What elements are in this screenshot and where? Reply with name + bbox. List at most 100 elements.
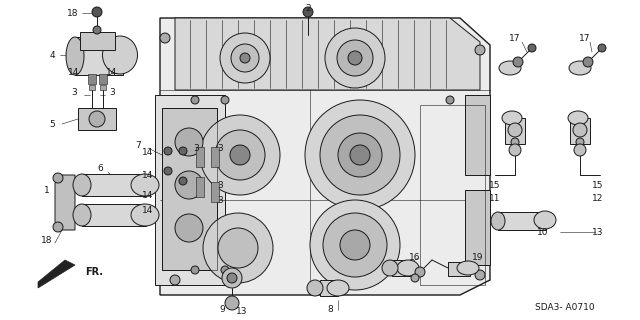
Ellipse shape	[457, 261, 479, 275]
Text: 14: 14	[142, 205, 154, 214]
Circle shape	[576, 138, 584, 146]
Circle shape	[508, 123, 522, 137]
Circle shape	[475, 270, 485, 280]
Circle shape	[179, 177, 187, 185]
Bar	[100, 85, 106, 90]
Bar	[505, 118, 525, 144]
Bar	[196, 177, 204, 197]
Bar	[465, 95, 490, 175]
Text: 18: 18	[67, 9, 79, 18]
Circle shape	[164, 167, 172, 175]
Text: 3: 3	[71, 87, 77, 97]
Text: SDA3- A0710: SDA3- A0710	[536, 303, 595, 313]
Ellipse shape	[66, 37, 84, 75]
Circle shape	[179, 147, 187, 155]
Text: 17: 17	[579, 34, 591, 43]
Ellipse shape	[569, 61, 591, 75]
Text: 2: 2	[305, 4, 311, 12]
Circle shape	[513, 57, 523, 67]
Circle shape	[511, 138, 519, 146]
Bar	[420, 105, 485, 285]
Bar	[448, 262, 470, 276]
Circle shape	[53, 173, 63, 183]
Circle shape	[227, 273, 237, 283]
Circle shape	[310, 200, 400, 290]
Circle shape	[200, 115, 280, 195]
Text: FR.: FR.	[85, 267, 103, 277]
Circle shape	[230, 145, 250, 165]
Circle shape	[598, 44, 606, 52]
Circle shape	[528, 44, 536, 52]
Circle shape	[191, 96, 199, 104]
Text: 1: 1	[44, 186, 50, 195]
Bar	[82, 174, 146, 196]
Bar	[89, 85, 95, 90]
Circle shape	[222, 268, 242, 288]
Circle shape	[337, 40, 373, 76]
Ellipse shape	[568, 111, 588, 125]
Circle shape	[475, 45, 485, 55]
Polygon shape	[55, 175, 75, 230]
Text: 5: 5	[49, 119, 55, 129]
Circle shape	[303, 7, 313, 17]
Circle shape	[175, 128, 203, 156]
Text: 6: 6	[97, 164, 103, 172]
Circle shape	[160, 33, 170, 43]
Bar	[320, 280, 338, 296]
Circle shape	[53, 222, 63, 232]
Text: 9: 9	[219, 306, 225, 315]
Circle shape	[415, 267, 425, 277]
Circle shape	[446, 96, 454, 104]
Circle shape	[89, 111, 105, 127]
Ellipse shape	[73, 174, 91, 196]
Circle shape	[175, 214, 203, 242]
Ellipse shape	[491, 212, 505, 230]
Text: 3: 3	[217, 196, 223, 204]
Ellipse shape	[131, 174, 159, 196]
Circle shape	[93, 26, 101, 34]
Bar	[392, 260, 410, 276]
Circle shape	[325, 28, 385, 88]
Circle shape	[240, 53, 250, 63]
Circle shape	[307, 280, 323, 296]
Circle shape	[574, 144, 586, 156]
Text: 3: 3	[217, 143, 223, 153]
Circle shape	[456, 266, 464, 274]
Text: 15: 15	[592, 180, 604, 189]
Circle shape	[175, 171, 203, 199]
Text: 16: 16	[409, 253, 420, 262]
Ellipse shape	[102, 36, 138, 74]
Circle shape	[225, 296, 239, 310]
Text: 14: 14	[142, 148, 154, 156]
Circle shape	[509, 144, 521, 156]
Polygon shape	[155, 95, 225, 285]
Circle shape	[382, 260, 398, 276]
Text: 14: 14	[106, 68, 118, 76]
Circle shape	[92, 7, 102, 17]
Text: 18: 18	[41, 236, 52, 244]
Text: 13: 13	[236, 308, 248, 316]
Circle shape	[350, 145, 370, 165]
Circle shape	[583, 57, 593, 67]
Text: 10: 10	[537, 228, 548, 236]
Bar	[88, 74, 96, 84]
Circle shape	[164, 147, 172, 155]
Text: 3: 3	[193, 143, 199, 153]
Text: 11: 11	[489, 194, 500, 203]
Text: 13: 13	[592, 228, 604, 236]
Bar	[211, 147, 219, 167]
Bar	[196, 147, 204, 167]
Text: 3: 3	[217, 180, 223, 189]
Circle shape	[191, 266, 199, 274]
Ellipse shape	[502, 111, 522, 125]
Circle shape	[231, 44, 259, 72]
Circle shape	[218, 228, 258, 268]
Text: 4: 4	[49, 51, 55, 60]
Bar	[211, 182, 219, 202]
Text: 14: 14	[142, 190, 154, 199]
Text: 15: 15	[489, 180, 500, 189]
Circle shape	[573, 123, 587, 137]
Bar	[162, 108, 217, 270]
Bar	[99, 74, 107, 84]
Circle shape	[411, 274, 419, 282]
